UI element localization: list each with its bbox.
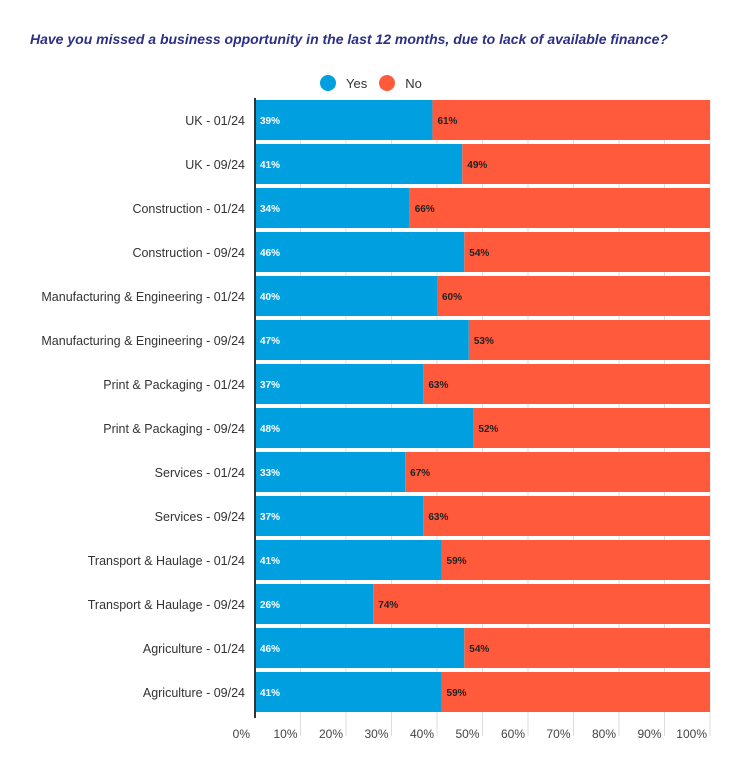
category-label: Construction - 09/24 [132,246,245,260]
bar-yes [255,584,374,624]
data-label-yes: 39% [260,116,280,127]
data-label-yes: 47% [260,336,280,347]
bar-no [464,232,710,272]
bar-yes [255,408,474,448]
data-label-no: 54% [469,248,489,259]
x-tick-label: 90% [637,727,661,741]
data-label-yes: 37% [260,380,280,391]
data-label-yes: 41% [260,556,280,567]
category-label: Transport & Haulage - 01/24 [88,554,245,568]
bar-no [432,100,710,140]
bar-no [409,188,710,228]
data-label-yes: 40% [260,292,280,303]
data-label-no: 53% [474,336,494,347]
category-label: Construction - 01/24 [132,202,245,216]
data-label-no: 59% [447,688,467,699]
data-label-no: 67% [410,468,430,479]
bar-no [437,276,710,316]
legend: Yes No [320,75,434,91]
category-label: UK - 09/24 [185,158,245,172]
category-label: Services - 01/24 [155,466,245,480]
data-label-no: 54% [469,644,489,655]
bar-yes [255,188,410,228]
bar-yes [255,672,442,712]
chart-title: Have you missed a business opportunity i… [30,31,668,47]
x-tick-label: 40% [410,727,434,741]
data-label-no: 60% [442,292,462,303]
x-tick-label: 70% [546,727,570,741]
data-label-yes: 41% [260,160,280,171]
data-label-no: 63% [428,380,448,391]
bar-no [423,364,710,404]
data-label-no: 52% [478,424,498,435]
legend-swatch-no [379,75,396,91]
bar-yes [255,232,465,272]
x-tick-label: 60% [501,727,525,741]
bar-no [441,540,710,580]
category-label: Manufacturing & Engineering - 09/24 [41,334,245,348]
bar-no [423,496,710,536]
bar-yes [255,364,424,404]
bar-no [468,320,710,360]
data-label-yes: 48% [260,424,280,435]
bar-yes [255,496,424,536]
bar-yes [255,144,463,184]
data-label-yes: 41% [260,688,280,699]
category-label: Transport & Haulage - 09/24 [88,598,245,612]
bar-no [462,144,710,184]
category-label: Services - 09/24 [155,510,245,524]
bar-yes [255,540,442,580]
category-label: Print & Packaging - 01/24 [103,378,245,392]
legend-swatch-yes [320,75,336,91]
legend-label-no: No [405,75,422,91]
category-label: Manufacturing & Engineering - 01/24 [41,290,245,304]
data-label-yes: 33% [260,468,280,479]
data-label-yes: 34% [260,204,280,215]
data-label-no: 59% [447,556,467,567]
bar-no [464,628,710,668]
data-label-no: 63% [428,512,448,523]
category-label: Agriculture - 09/24 [143,686,245,700]
legend-label-yes: Yes [346,75,368,91]
bar-yes [255,628,465,668]
x-tick-label: 50% [455,727,479,741]
category-label: Agriculture - 01/24 [143,642,245,656]
data-label-no: 49% [467,160,487,171]
bar-yes [255,452,406,492]
data-label-yes: 37% [260,512,280,523]
category-label: UK - 01/24 [185,114,245,128]
x-tick-label: 80% [592,727,616,741]
bar-no [405,452,710,492]
bar-no [373,584,710,624]
data-label-no: 66% [415,204,435,215]
bar-yes [255,276,437,316]
x-tick-label: 20% [319,727,343,741]
data-label-yes: 46% [260,248,280,259]
data-label-yes: 26% [260,600,280,611]
x-tick-label: 10% [273,727,297,741]
data-label-no: 61% [437,116,457,127]
bar-yes [255,100,433,140]
category-label: Print & Packaging - 09/24 [103,422,245,436]
x-tick-label: 100% [676,727,707,741]
data-label-yes: 46% [260,644,280,655]
bar-no [473,408,710,448]
bar-yes [255,320,469,360]
bar-no [441,672,710,712]
x-tick-label: 30% [364,727,388,741]
x-tick-label: 0% [233,727,251,741]
data-label-no: 74% [378,600,398,611]
